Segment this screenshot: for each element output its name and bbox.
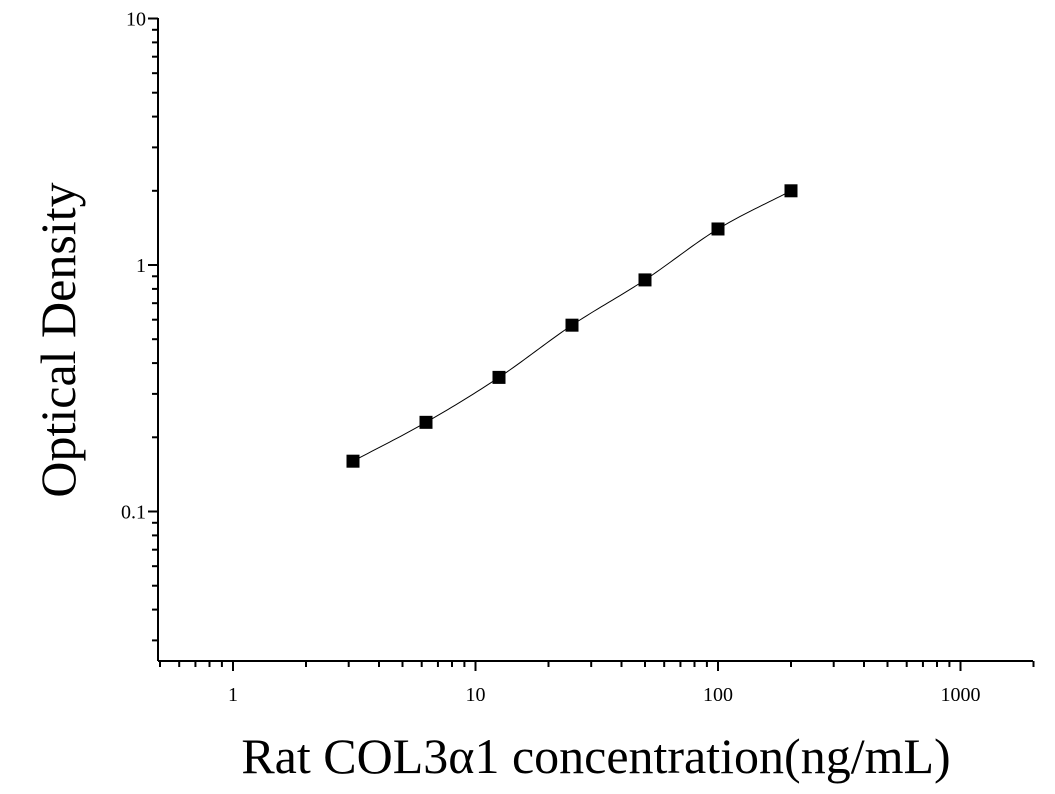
y-tick-label: 0.1 [121, 502, 146, 524]
data-point [711, 222, 725, 236]
data-point [565, 318, 579, 332]
x-tick-label: 10 [466, 684, 486, 706]
x-tick-label: 100 [703, 684, 733, 706]
x-tick-label: 1000 [941, 684, 981, 706]
y-tick-label: 10 [126, 9, 146, 31]
data-point [492, 370, 506, 384]
axes [157, 18, 1033, 662]
y-tick-label: 1 [136, 255, 146, 277]
data-point [419, 415, 433, 429]
data-point [346, 454, 360, 468]
y-ticks [148, 17, 158, 642]
data-point [638, 273, 652, 287]
data-markers [346, 184, 798, 468]
y-axis-title: Optical Density [30, 182, 86, 497]
y-tick-labels: 0.1 1 10 [121, 9, 146, 524]
x-ticks [159, 661, 1035, 671]
x-axis-title: Rat COL3α1 concentration(ng/mL) [241, 728, 950, 784]
x-tick-labels: 1 10 100 1000 [228, 684, 981, 706]
x-tick-label: 1 [228, 684, 238, 706]
data-point [784, 184, 798, 198]
